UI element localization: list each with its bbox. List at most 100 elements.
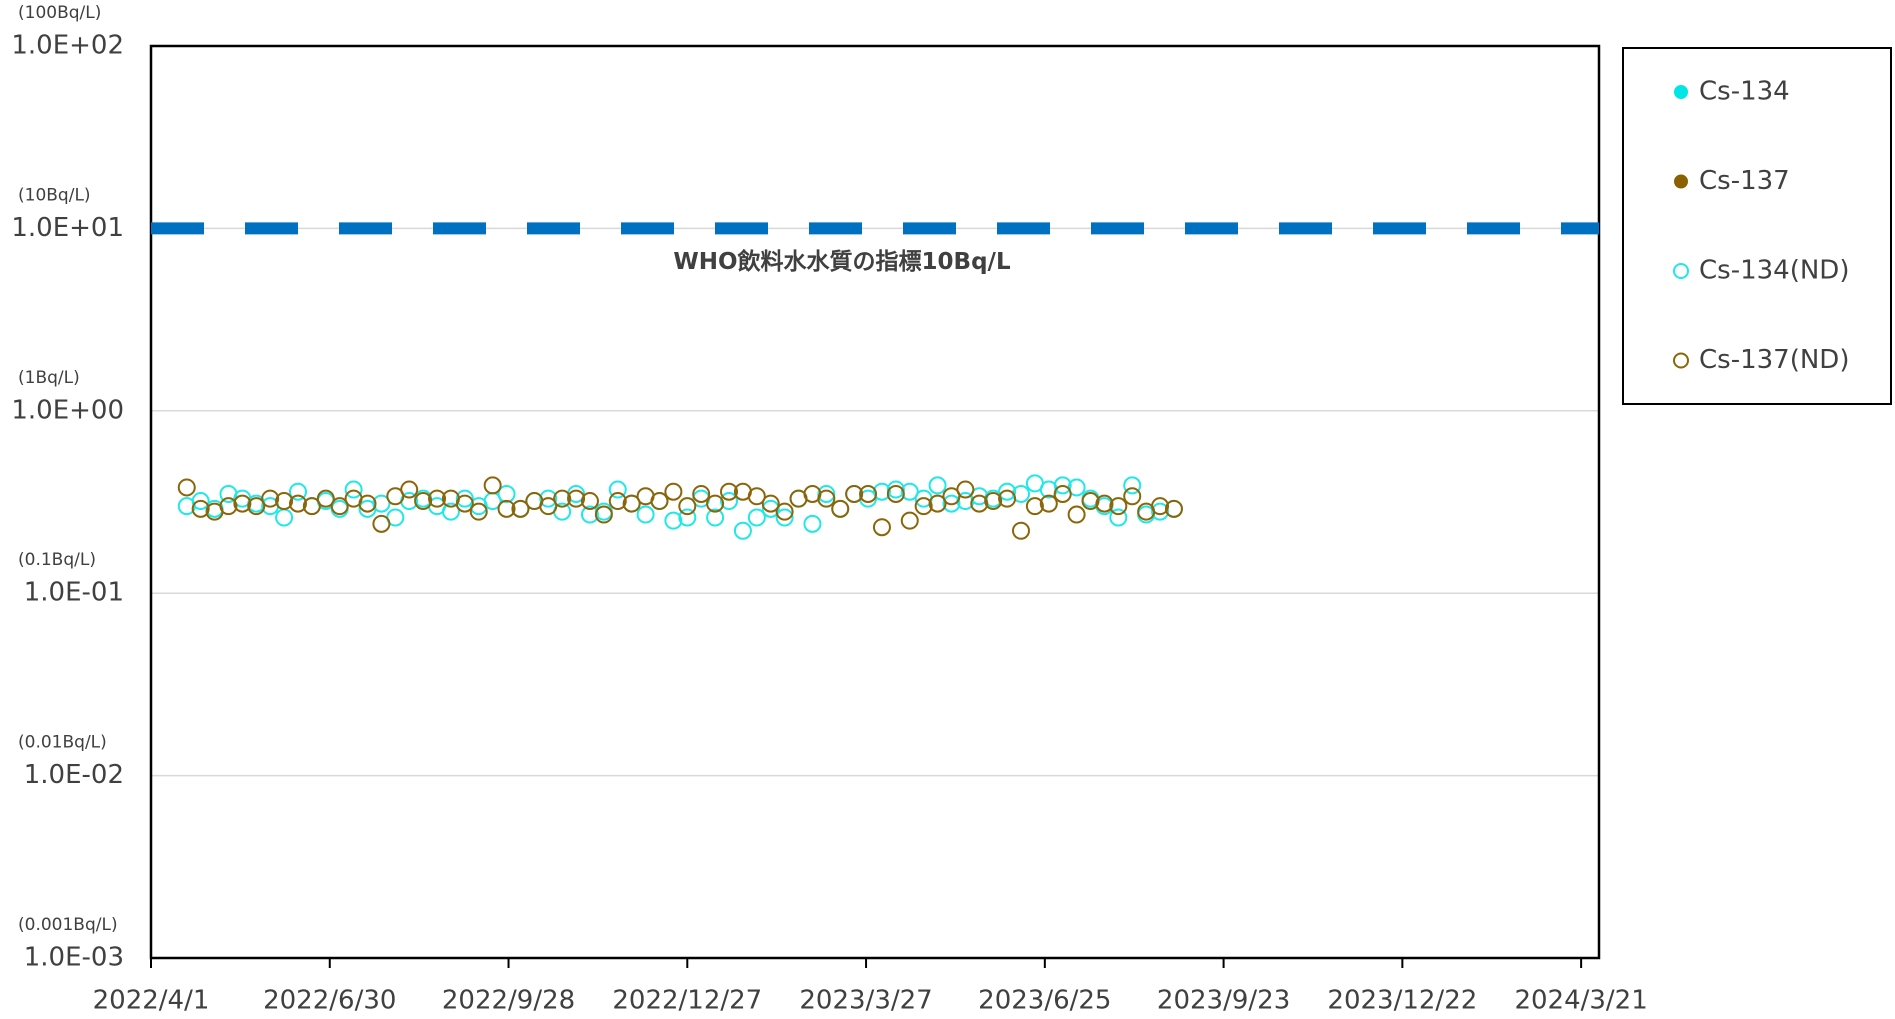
data-point	[316, 489, 335, 508]
data-point	[302, 497, 321, 516]
x-tick-label: 2022/12/27	[612, 986, 762, 1016]
legend-box	[1622, 47, 1892, 405]
data-point	[1164, 499, 1183, 518]
data-point	[1109, 497, 1128, 516]
legend-label: Cs-137	[1699, 166, 1790, 196]
x-tick-label: 2022/9/28	[442, 986, 575, 1016]
x-tick-label: 2023/12/22	[1327, 986, 1477, 1016]
data-point	[455, 494, 474, 513]
data-point	[261, 489, 280, 508]
y-tick-unit: (0.1Bq/L)	[18, 550, 96, 570]
data-point	[928, 494, 947, 513]
x-tick-label: 2022/6/30	[263, 986, 396, 1016]
data-point	[831, 499, 850, 518]
data-point	[1151, 497, 1170, 516]
data-point	[608, 480, 627, 499]
data-point	[191, 499, 210, 518]
data-point	[469, 502, 488, 521]
data-point	[358, 494, 377, 513]
data-point	[692, 484, 711, 503]
data-point	[580, 492, 599, 511]
data-point	[233, 494, 252, 513]
x-tick-label: 2023/6/25	[978, 986, 1111, 1016]
data-point	[1053, 484, 1072, 503]
data-point	[1039, 494, 1058, 513]
grid-layer	[151, 227, 1599, 777]
plot-border	[149, 44, 1601, 960]
y-tick-label: 1.0E-01	[24, 578, 124, 608]
data-point	[720, 482, 739, 501]
data-point	[275, 492, 294, 511]
data-point	[998, 482, 1017, 501]
data-point	[886, 480, 905, 499]
data-point	[400, 480, 419, 499]
y-tick-unit: (0.01Bq/L)	[18, 733, 107, 753]
data-point	[608, 492, 627, 511]
data-point	[567, 489, 586, 508]
data-point	[664, 511, 683, 530]
legend-label: Cs-134(ND)	[1699, 256, 1849, 286]
data-point	[984, 492, 1003, 511]
data-point	[372, 494, 391, 513]
data-point	[372, 514, 391, 533]
data-point	[872, 482, 891, 501]
data-point	[678, 508, 697, 527]
data-point	[914, 497, 933, 516]
data-point	[998, 489, 1017, 508]
y-tick-label: 1.0E+00	[11, 395, 124, 425]
data-point	[344, 480, 363, 499]
data-point	[886, 484, 905, 503]
data-point	[1095, 494, 1114, 513]
data-point	[650, 492, 669, 511]
data-point	[747, 487, 766, 506]
data-point	[775, 502, 794, 521]
x-tick-label: 2022/4/1	[93, 986, 210, 1016]
data-point	[497, 499, 516, 518]
data-point	[900, 511, 919, 530]
x-tick-label: 2023/3/27	[799, 986, 932, 1016]
data-point	[706, 494, 725, 513]
data-point	[1151, 502, 1170, 521]
data-point	[414, 492, 433, 511]
data-point	[1123, 487, 1142, 506]
data-point	[1011, 521, 1030, 540]
data-point	[1123, 476, 1142, 495]
data-point	[872, 518, 891, 537]
legend-marker	[1674, 85, 1688, 99]
y-tick-label: 1.0E+01	[11, 213, 124, 243]
data-point	[497, 484, 516, 503]
data-point	[191, 492, 210, 511]
data-point	[177, 478, 196, 497]
data-point	[803, 514, 822, 533]
data-point	[761, 499, 780, 518]
y-tick-label: 1.0E+02	[11, 31, 124, 61]
data-point	[288, 494, 307, 513]
y-tick-unit: (10Bq/L)	[18, 185, 91, 205]
data-point	[720, 492, 739, 511]
y-tick-unit: (100Bq/L)	[18, 3, 101, 23]
legend-marker	[1673, 263, 1689, 279]
data-point	[539, 489, 558, 508]
data-point	[664, 482, 683, 501]
data-point	[942, 494, 961, 513]
data-point	[956, 480, 975, 499]
data-point	[817, 484, 836, 503]
data-point	[622, 494, 641, 513]
data-point	[678, 497, 697, 516]
data-point	[970, 494, 989, 513]
y-tick-label: 1.0E-03	[24, 943, 124, 973]
data-point	[1081, 492, 1100, 511]
data-point	[845, 484, 864, 503]
data-point	[761, 494, 780, 513]
data-point	[511, 499, 530, 518]
x-tick-label: 2023/9/23	[1157, 986, 1290, 1016]
data-point	[1053, 476, 1072, 495]
data-point	[900, 482, 919, 501]
y-tick-unit: (0.001Bq/L)	[18, 915, 118, 935]
data-point	[1109, 508, 1128, 527]
data-point	[441, 502, 460, 521]
data-point	[288, 482, 307, 501]
data-point	[330, 497, 349, 516]
data-point	[775, 508, 794, 527]
